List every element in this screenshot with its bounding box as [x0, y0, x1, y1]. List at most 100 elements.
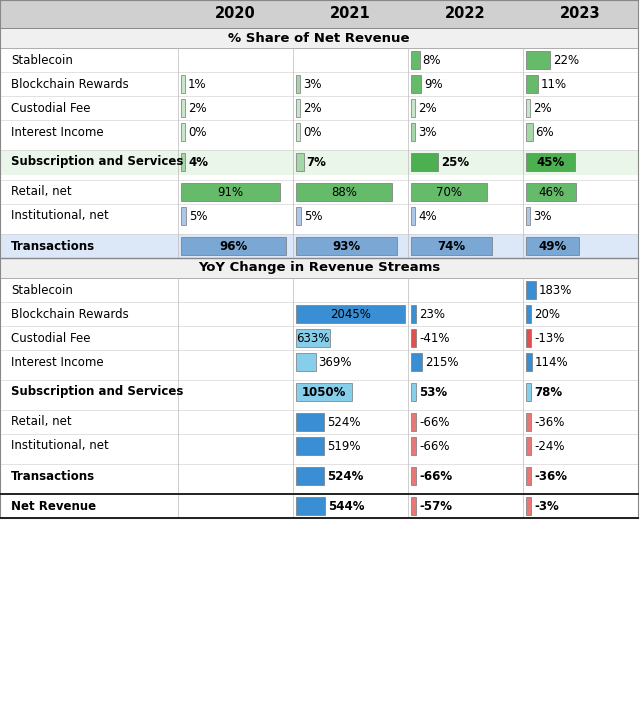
Text: 519%: 519%: [326, 440, 360, 453]
Text: 2045%: 2045%: [330, 307, 371, 321]
Bar: [526, 207, 530, 225]
Text: Subscription and Services: Subscription and Services: [11, 155, 184, 168]
Bar: [411, 153, 438, 171]
Text: Custodial Fee: Custodial Fee: [11, 102, 90, 115]
Text: Transactions: Transactions: [11, 470, 95, 483]
Bar: [181, 237, 285, 255]
Text: 8%: 8%: [423, 54, 441, 67]
Bar: [296, 383, 352, 401]
Text: 1050%: 1050%: [302, 385, 346, 399]
Text: -36%: -36%: [534, 470, 567, 483]
Text: Institutional, net: Institutional, net: [11, 440, 109, 453]
Bar: [411, 75, 421, 93]
Text: 4%: 4%: [419, 210, 437, 223]
Bar: [181, 207, 186, 225]
Text: 3%: 3%: [533, 210, 552, 223]
Text: Stablecoin: Stablecoin: [11, 284, 73, 296]
Text: 2%: 2%: [418, 102, 436, 115]
Bar: [411, 183, 487, 201]
Text: Retail, net: Retail, net: [11, 185, 72, 198]
Text: 70%: 70%: [436, 185, 462, 198]
Bar: [411, 207, 415, 225]
Bar: [0, 28, 638, 48]
Text: -24%: -24%: [534, 440, 564, 453]
Text: 0%: 0%: [303, 125, 321, 138]
Text: 45%: 45%: [536, 155, 564, 168]
Text: 114%: 114%: [535, 356, 569, 369]
Bar: [411, 383, 416, 401]
Text: 78%: 78%: [534, 385, 562, 399]
Bar: [411, 51, 420, 69]
Bar: [526, 281, 536, 299]
Text: 23%: 23%: [419, 307, 445, 321]
Text: 5%: 5%: [305, 210, 323, 223]
Text: 544%: 544%: [328, 500, 365, 513]
Text: -36%: -36%: [534, 415, 564, 428]
Text: Blockchain Rewards: Blockchain Rewards: [11, 77, 129, 90]
Text: Transactions: Transactions: [11, 239, 95, 253]
Bar: [411, 437, 416, 455]
Bar: [526, 51, 550, 69]
Bar: [296, 329, 330, 347]
Bar: [296, 237, 397, 255]
Bar: [526, 183, 576, 201]
Text: 2020: 2020: [215, 6, 256, 21]
Bar: [526, 467, 531, 485]
Text: 0%: 0%: [188, 125, 207, 138]
Bar: [181, 99, 185, 117]
Text: -13%: -13%: [534, 332, 564, 344]
Text: 96%: 96%: [219, 239, 248, 253]
Bar: [526, 383, 531, 401]
Bar: [296, 99, 300, 117]
Text: YoY Change in Revenue Streams: YoY Change in Revenue Streams: [198, 261, 440, 274]
Text: -66%: -66%: [419, 415, 449, 428]
Bar: [411, 237, 492, 255]
Bar: [0, 258, 638, 278]
Text: 3%: 3%: [303, 77, 321, 90]
Bar: [296, 467, 324, 485]
Text: 2022: 2022: [445, 6, 486, 21]
Bar: [526, 413, 531, 431]
Bar: [181, 183, 280, 201]
Text: Blockchain Rewards: Blockchain Rewards: [11, 307, 129, 321]
Bar: [526, 75, 538, 93]
Text: 183%: 183%: [539, 284, 572, 296]
Text: 53%: 53%: [419, 385, 447, 399]
Text: 524%: 524%: [327, 415, 360, 428]
Text: 2%: 2%: [188, 102, 207, 115]
Text: 5%: 5%: [189, 210, 208, 223]
Bar: [411, 123, 415, 141]
Bar: [411, 329, 416, 347]
Text: 7%: 7%: [307, 155, 326, 168]
Text: % Share of Net Revenue: % Share of Net Revenue: [228, 32, 410, 44]
Bar: [526, 237, 579, 255]
Bar: [296, 413, 324, 431]
Text: -66%: -66%: [419, 470, 452, 483]
Text: 46%: 46%: [538, 185, 564, 198]
Text: 88%: 88%: [331, 185, 357, 198]
Bar: [0, 150, 638, 174]
Text: 2%: 2%: [303, 102, 322, 115]
Bar: [296, 183, 392, 201]
Text: Net Revenue: Net Revenue: [11, 500, 96, 513]
Bar: [296, 153, 303, 171]
Text: -66%: -66%: [419, 440, 449, 453]
Text: 3%: 3%: [418, 125, 436, 138]
Bar: [181, 123, 185, 141]
Bar: [296, 305, 405, 323]
Text: 4%: 4%: [188, 155, 209, 168]
Bar: [411, 353, 422, 371]
Bar: [526, 99, 530, 117]
Bar: [296, 497, 325, 515]
Bar: [411, 497, 416, 515]
Text: 2%: 2%: [533, 102, 552, 115]
Text: 633%: 633%: [296, 332, 330, 344]
Bar: [296, 123, 300, 141]
Text: -57%: -57%: [419, 500, 452, 513]
Text: 9%: 9%: [424, 77, 442, 90]
Bar: [181, 153, 186, 171]
Text: Institutional, net: Institutional, net: [11, 210, 109, 223]
Bar: [526, 437, 531, 455]
Text: 524%: 524%: [327, 470, 364, 483]
Text: 93%: 93%: [333, 239, 361, 253]
